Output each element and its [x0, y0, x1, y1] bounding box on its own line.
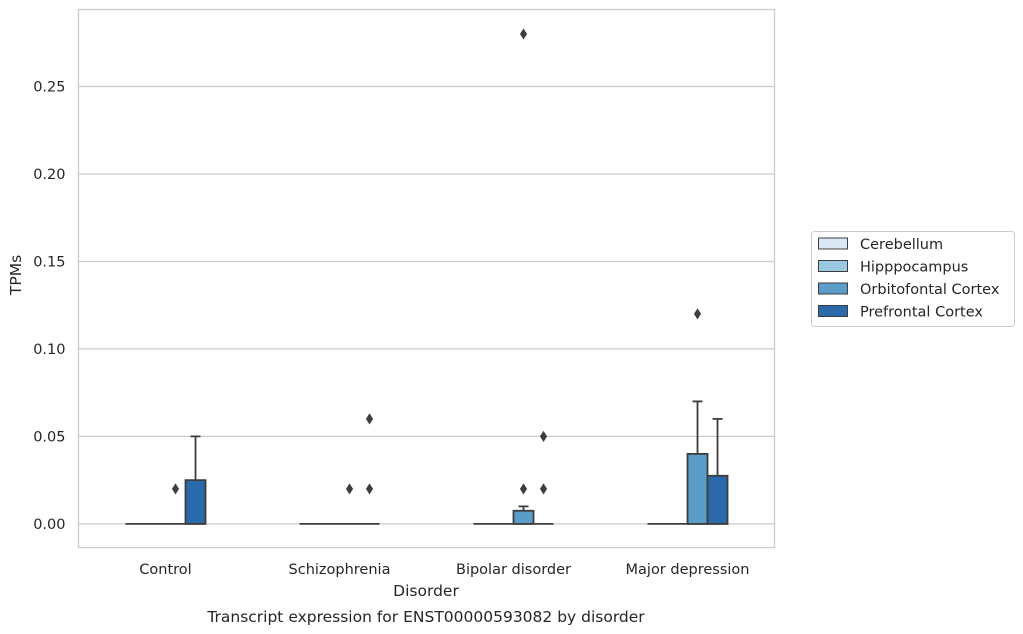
x-tick-label: Schizophrenia [289, 562, 391, 578]
legend-label: Cerebellum [860, 237, 943, 253]
y-tick-label: 0.15 [33, 254, 65, 270]
legend-label: Hipppocampus [860, 260, 968, 276]
grid-lines [78, 85, 775, 525]
box-orbitofontal-cortex [686, 308, 709, 525]
outlier-point [519, 483, 528, 495]
boxes [125, 28, 729, 525]
legend-swatch [818, 282, 848, 295]
legend-swatch [818, 237, 848, 250]
box-body [512, 509, 535, 525]
x-tick-label: Control [139, 562, 191, 578]
legend-label: Orbitofontal Cortex [860, 282, 1000, 298]
legend-label: Prefrontal Cortex [860, 305, 983, 321]
legend-frame [811, 231, 1015, 327]
outlier-point [539, 483, 548, 495]
box-orbitofontal-cortex [165, 483, 186, 525]
box-orbitofontal-cortex [512, 28, 535, 525]
y-tick-label: 0.20 [33, 167, 65, 183]
y-tick-label: 0.25 [33, 79, 65, 95]
x-tick-label: Major depression [626, 562, 750, 578]
legend-swatch [818, 260, 848, 272]
outlier-point [365, 413, 374, 425]
y-tick-label: 0.05 [33, 429, 65, 445]
outlier-point [365, 483, 374, 495]
outlier-point [171, 483, 180, 495]
box-body [706, 474, 729, 525]
box-prefrontal-cortex [359, 413, 380, 525]
outlier-point [519, 28, 528, 40]
legend-swatch [818, 305, 848, 317]
chart-caption: Transcript expression for ENST0000059308… [206, 608, 645, 626]
y-tick-label: 0.10 [33, 342, 65, 358]
outlier-point [693, 308, 702, 320]
outlier-point [539, 430, 548, 442]
y-axis-label: TPMs [7, 255, 25, 296]
y-tick-label: 0.00 [33, 517, 65, 533]
y-tick-labels: 0.00 0.05 0.10 0.15 0.20 0.25 [33, 79, 65, 532]
box-body [184, 479, 207, 525]
box-prefrontal-cortex [184, 435, 207, 525]
box-prefrontal-cortex [533, 430, 554, 525]
plot-frame [77, 8, 776, 549]
x-tick-label: Bipolar disorder [456, 562, 571, 578]
box-prefrontal-cortex [706, 418, 729, 525]
outlier-point [345, 483, 354, 495]
x-tick-labels: Control Schizophrenia Bipolar disorder Majo… [139, 562, 749, 578]
x-axis-label: Disorder [393, 582, 459, 600]
legend: Cerebellum Hipppocampus Orbitofontal Corte… [811, 231, 1015, 327]
box-orbitofontal-cortex [339, 483, 360, 525]
box-body [686, 452, 709, 525]
